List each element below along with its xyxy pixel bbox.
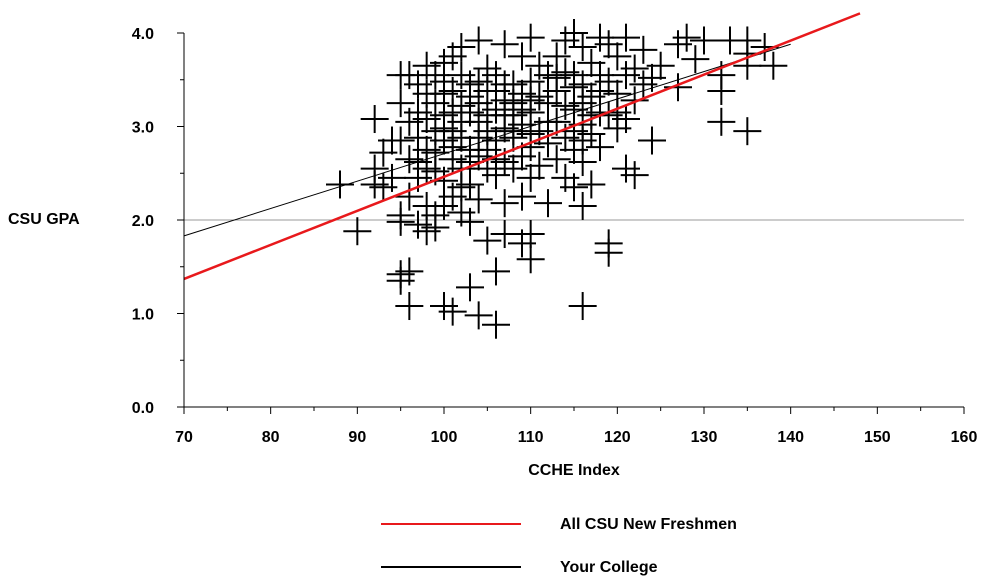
data-point xyxy=(612,105,640,134)
data-point xyxy=(395,292,424,321)
data-point xyxy=(603,42,632,71)
data-point xyxy=(664,30,692,59)
y-tick-label: 1.0 xyxy=(132,307,154,324)
data-point xyxy=(369,138,398,167)
tick-labels-layer: 70 80 90 100 110 120 130 140 150 160 0.0 1.0 2.0 3.0 4… xyxy=(132,26,978,446)
data-point xyxy=(560,173,588,202)
data-point xyxy=(464,26,493,55)
data-point xyxy=(620,54,649,83)
x-tick-label: 80 xyxy=(262,429,280,446)
data-point xyxy=(672,23,701,52)
y-tick-label: 4.0 xyxy=(132,26,154,43)
data-point xyxy=(707,76,736,105)
data-point xyxy=(473,54,502,83)
data-point xyxy=(612,23,640,52)
x-tick-label: 160 xyxy=(951,429,978,446)
data-point xyxy=(629,35,658,64)
data-point xyxy=(473,226,502,255)
data-point xyxy=(525,151,554,180)
x-tick-label: 90 xyxy=(348,429,366,446)
y-tick-label: 3.0 xyxy=(132,120,154,137)
legend-label-your-college: Your College xyxy=(560,559,658,576)
data-point xyxy=(490,30,519,59)
data-point xyxy=(360,105,389,134)
data-point xyxy=(482,310,510,339)
data-point xyxy=(542,107,571,136)
data-point xyxy=(577,48,606,77)
data-point xyxy=(568,191,597,220)
data-point xyxy=(681,45,710,74)
x-tick-label: 150 xyxy=(864,429,891,446)
data-point xyxy=(378,163,406,192)
data-point xyxy=(690,26,718,55)
data-point xyxy=(456,207,484,236)
data-point xyxy=(516,245,545,274)
legend: All CSU New Freshmen Your College xyxy=(381,516,737,576)
data-point xyxy=(421,213,450,242)
data-point xyxy=(386,89,415,118)
data-point xyxy=(733,117,762,146)
data-point xyxy=(612,154,640,183)
x-tick-label: 140 xyxy=(777,429,804,446)
data-point xyxy=(594,30,623,59)
x-axis-title: CCHE Index xyxy=(528,462,620,479)
x-tick-label: 70 xyxy=(175,429,193,446)
data-point xyxy=(733,51,762,80)
data-point xyxy=(594,238,623,267)
data-point xyxy=(568,292,597,321)
data-point xyxy=(577,170,606,199)
data-point xyxy=(560,19,588,47)
data-point xyxy=(508,42,536,71)
data-point xyxy=(516,220,545,249)
data-point xyxy=(412,217,441,246)
data-point xyxy=(620,161,649,190)
data-point xyxy=(534,189,562,218)
data-point xyxy=(326,170,354,199)
data-point xyxy=(386,126,415,155)
x-tick-label: 130 xyxy=(691,429,718,446)
trend-line-your-college xyxy=(183,43,791,237)
data-point xyxy=(482,257,510,286)
data-point xyxy=(464,185,493,214)
data-point xyxy=(664,73,692,102)
data-point xyxy=(638,126,666,155)
axes-layer xyxy=(177,32,965,414)
data-point xyxy=(542,145,571,174)
data-point xyxy=(551,26,580,55)
data-point xyxy=(586,133,614,162)
data-point xyxy=(516,23,545,52)
x-tick-label: 100 xyxy=(431,429,458,446)
data-point xyxy=(620,86,649,115)
data-point xyxy=(464,123,493,152)
data-point xyxy=(646,51,675,80)
x-tick-label: 110 xyxy=(518,429,544,446)
data-point xyxy=(386,207,415,236)
data-point xyxy=(438,297,467,326)
data-point xyxy=(360,170,389,199)
data-point xyxy=(464,301,493,330)
data-point xyxy=(759,51,788,80)
x-tick-label: 120 xyxy=(604,429,631,446)
data-point xyxy=(430,292,458,321)
trend-line-all-csu xyxy=(183,12,861,281)
data-point xyxy=(490,189,519,218)
data-point xyxy=(343,217,372,246)
data-point xyxy=(404,123,432,152)
data-point xyxy=(568,33,597,62)
legend-label-all-csu: All CSU New Freshmen xyxy=(560,516,737,533)
data-point xyxy=(707,107,736,136)
data-point xyxy=(447,33,476,62)
y-tick-label: 2.0 xyxy=(132,213,154,230)
trend-lines-layer xyxy=(183,12,861,281)
data-point xyxy=(490,220,519,249)
data-point xyxy=(525,82,554,111)
y-tick-label: 0.0 xyxy=(132,400,154,417)
data-point xyxy=(508,182,536,211)
data-point xyxy=(395,257,424,286)
data-point xyxy=(551,58,580,87)
y-axis-title: CSU GPA xyxy=(8,211,80,228)
data-point xyxy=(456,273,484,302)
data-point xyxy=(395,182,424,211)
